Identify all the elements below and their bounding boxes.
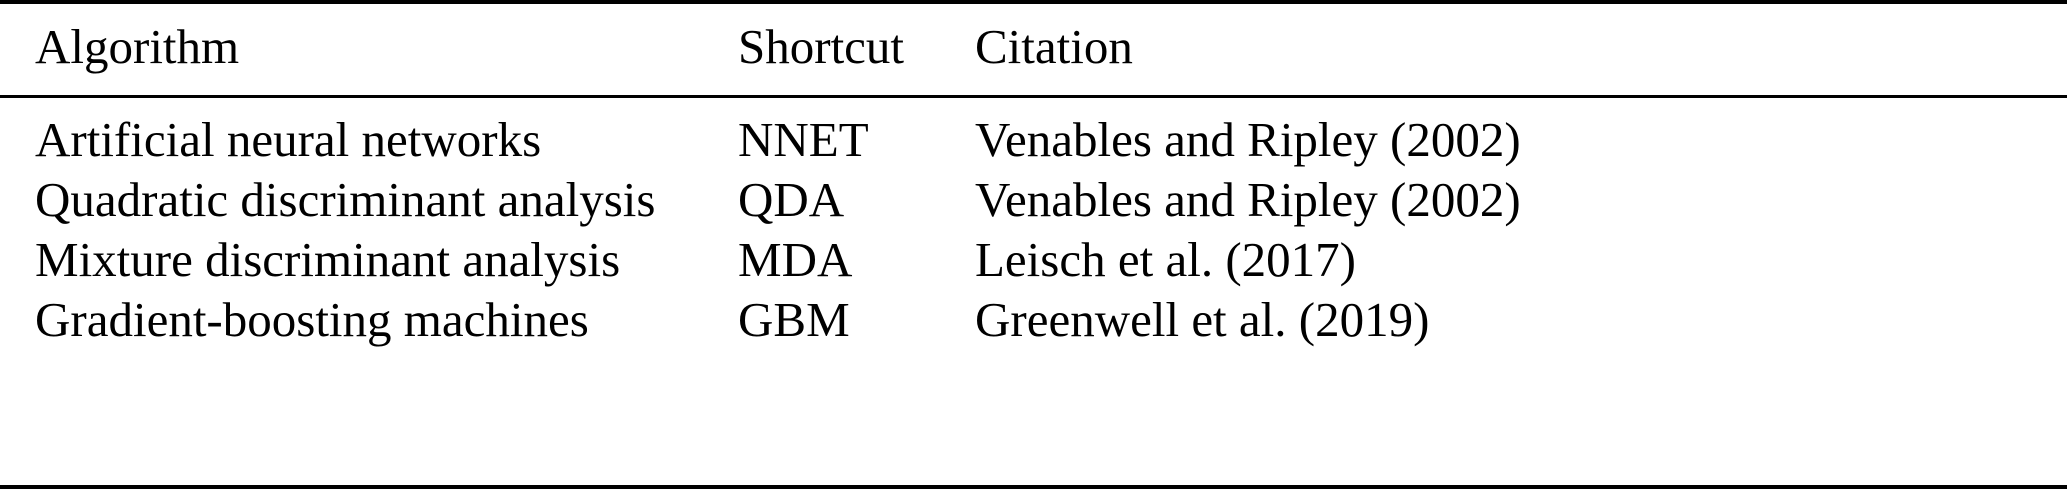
citation-cell: Venables and Ripley (2002): [975, 172, 1521, 227]
shortcut-cell: MDA: [738, 232, 853, 287]
bottom-rule: [0, 485, 2067, 489]
citation-cell: Greenwell et al. (2019): [975, 292, 1430, 347]
citation-cell: Venables and Ripley (2002): [975, 112, 1521, 167]
header-algorithm: Algorithm: [35, 19, 240, 74]
top-rule: [0, 0, 2067, 4]
algorithm-cell: Gradient-boosting machines: [35, 292, 589, 347]
shortcut-cell: NNET: [738, 112, 869, 167]
mid-rule: [0, 95, 2067, 98]
header-citation: Citation: [975, 19, 1133, 74]
citation-cell: Leisch et al. (2017): [975, 232, 1356, 287]
header-shortcut: Shortcut: [738, 19, 905, 74]
algorithm-cell: Quadratic discriminant analysis: [35, 172, 656, 227]
algorithm-cell: Mixture discriminant analysis: [35, 232, 621, 287]
shortcut-cell: GBM: [738, 292, 850, 347]
algorithm-cell: Artificial neural networks: [35, 112, 542, 167]
shortcut-cell: QDA: [738, 172, 845, 227]
